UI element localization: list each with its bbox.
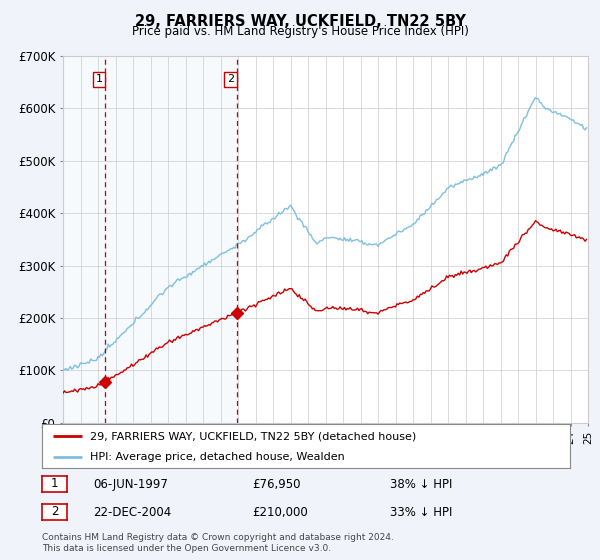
- Text: Contains HM Land Registry data © Crown copyright and database right 2024.
This d: Contains HM Land Registry data © Crown c…: [42, 533, 394, 553]
- Text: 33% ↓ HPI: 33% ↓ HPI: [390, 506, 452, 519]
- Text: HPI: Average price, detached house, Wealden: HPI: Average price, detached house, Weal…: [89, 452, 344, 461]
- Text: Price paid vs. HM Land Registry's House Price Index (HPI): Price paid vs. HM Land Registry's House …: [131, 25, 469, 38]
- Text: £210,000: £210,000: [252, 506, 308, 519]
- Text: 29, FARRIERS WAY, UCKFIELD, TN22 5BY: 29, FARRIERS WAY, UCKFIELD, TN22 5BY: [134, 14, 466, 29]
- Text: 1: 1: [51, 477, 58, 491]
- Text: 2: 2: [51, 505, 58, 519]
- Text: 2: 2: [227, 74, 234, 85]
- Text: £76,950: £76,950: [252, 478, 301, 491]
- Text: 29, FARRIERS WAY, UCKFIELD, TN22 5BY (detached house): 29, FARRIERS WAY, UCKFIELD, TN22 5BY (de…: [89, 431, 416, 441]
- Text: 38% ↓ HPI: 38% ↓ HPI: [390, 478, 452, 491]
- Text: 22-DEC-2004: 22-DEC-2004: [93, 506, 171, 519]
- Text: 1: 1: [95, 74, 103, 85]
- Bar: [63, 56, 105, 423]
- Text: 06-JUN-1997: 06-JUN-1997: [93, 478, 168, 491]
- Bar: [105, 56, 236, 423]
